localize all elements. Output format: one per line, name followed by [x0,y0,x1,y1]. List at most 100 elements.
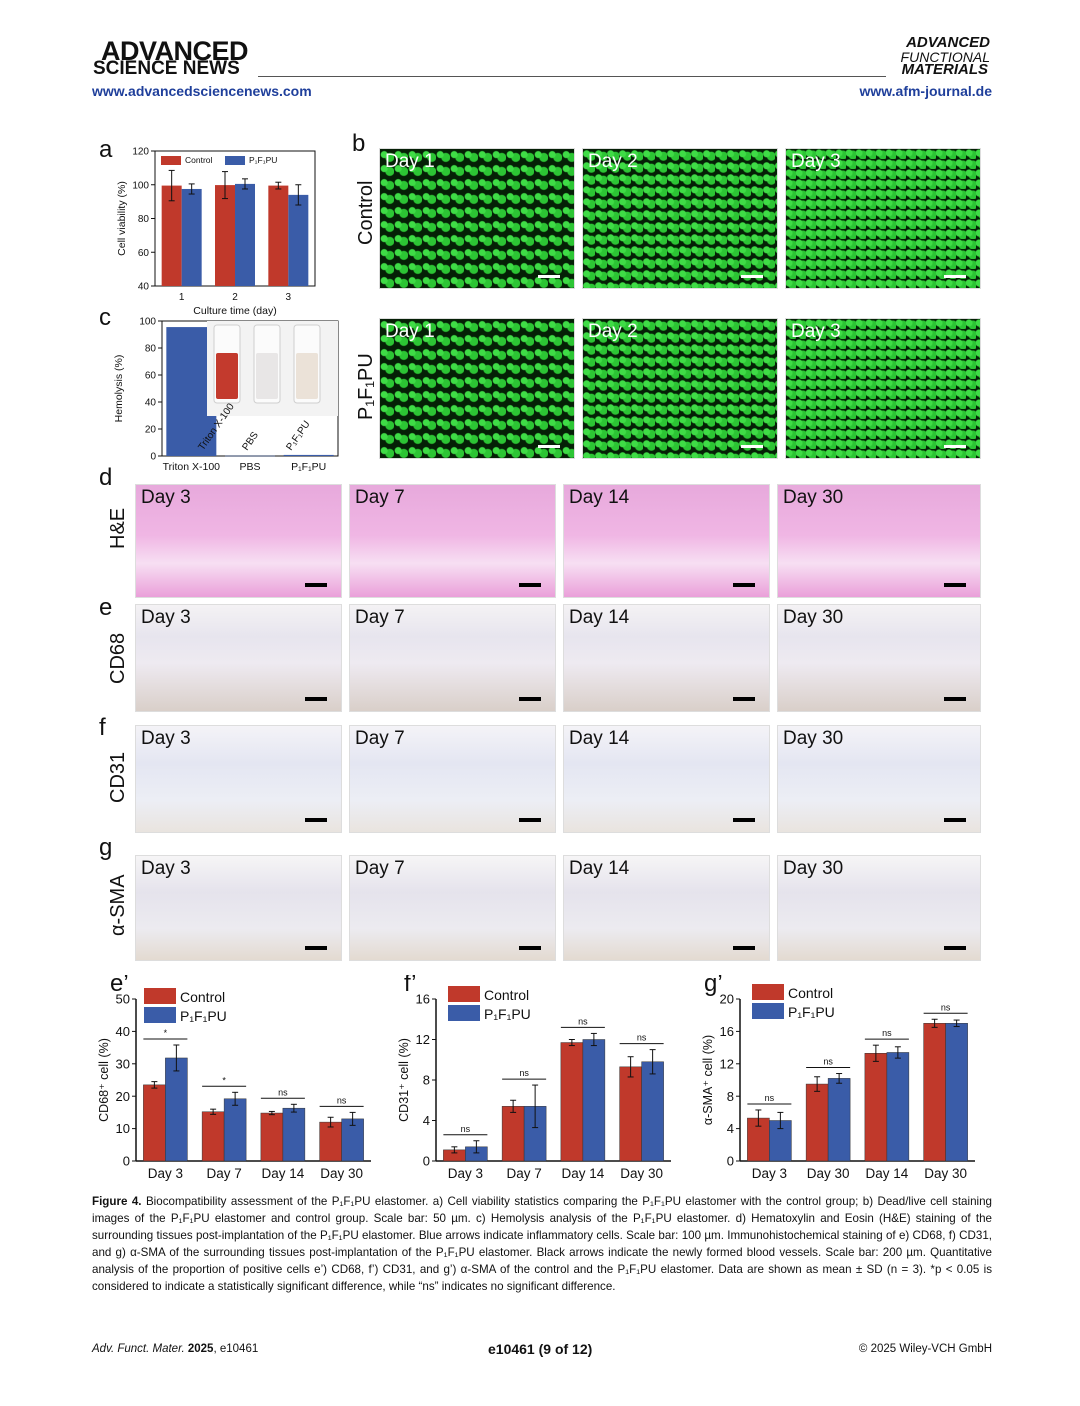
panel-letter-a: a [99,136,113,163]
x-tick-label: Day 30 [620,1166,663,1181]
bar [805,1083,829,1162]
cd31-image: Day 14 [563,725,770,833]
row-label-asma: α-SMA [107,874,129,936]
row-label-cd68: CD68 [107,632,129,684]
significance-label: ns [278,1087,288,1097]
caption-text: Biocompatibility assessment of the P₁F₁P… [92,1195,992,1293]
legend-swatch [448,986,480,1002]
bar [864,1053,888,1162]
footer-citation: Adv. Funct. Mater. 2025, e10461 [92,1343,258,1355]
cd68-image: Day 30 [777,604,981,712]
scale-bar [305,697,327,701]
scale-bar [519,583,541,587]
bar [582,1039,606,1162]
scale-bar [944,946,966,950]
scale-bar [733,697,755,701]
publisher-url[interactable]: www.advancedsciencenews.com [92,83,312,99]
vial-liquid [256,353,278,399]
bar [283,454,334,456]
figure-caption: Figure 4. Biocompatibility assessment of… [92,1193,992,1295]
significance-label: ns [637,1033,647,1043]
image-day-label: Day 30 [783,607,844,628]
y-tick-label: 20 [720,992,734,1007]
scale-bar [944,445,966,448]
scale-bar [944,583,966,587]
legend-label: Control [180,989,225,1005]
inset-label: P₁F₁PU [284,419,312,453]
bar [923,1023,946,1162]
legend-swatch [144,1007,176,1023]
y-tick-label: 30 [116,1056,130,1071]
image-day-label: Day 7 [355,607,405,628]
scale-bar [519,946,541,950]
journal-url[interactable]: www.afm-journal.de [859,83,993,99]
scale-bar [733,946,755,950]
scale-bar [944,697,966,701]
image-day-label: Day 14 [569,858,630,879]
inset-label: PBS [240,430,261,453]
significance-label: * [164,1028,168,1038]
y-tick-label: 50 [116,992,130,1007]
y-tick-label: 10 [116,1121,130,1136]
image-day-label: Day 3 [791,321,841,342]
image-day-label: Day 30 [783,728,844,749]
cd68-image: Day 7 [349,604,556,712]
x-tick-label: Day 14 [261,1166,304,1181]
chart-e2-cd68: 0 10 20 30 40 50 Day 3 * Day 7 * Day 14 ns Day 30 ns C… [97,975,371,1181]
y-tick-label: 4 [727,1121,734,1136]
image-day-label: Day 3 [141,858,191,879]
legend-swatch [752,1003,784,1019]
legend-label: Control [185,155,213,165]
footer-journal: Adv. Funct. Mater. [92,1343,185,1355]
y-axis-label: CD31⁺ cell (%) [397,1038,411,1122]
y-axis-label: Cell viability (%) [116,181,128,256]
x-tick-label: Day 7 [206,1166,241,1181]
image-day-label: Day 3 [141,607,191,628]
y-tick-label: 8 [423,1073,430,1088]
y-tick-label: 100 [132,180,149,191]
y-tick-label: 0 [423,1154,430,1169]
y-tick-label: 80 [145,344,157,355]
significance-label: * [222,1075,226,1085]
bar [501,1106,525,1162]
y-tick-label: 40 [138,282,150,293]
image-day-label: Day 14 [569,607,630,628]
publisher-logo-line1: ADVANCED [101,36,249,66]
scale-bar [733,818,755,822]
header-rule [258,76,886,77]
bar [260,1112,284,1162]
panel-letter-g2: g’ [704,975,723,997]
significance-label: ns [337,1095,347,1105]
caption-label: Figure 4. [92,1195,142,1208]
panel-letter-g: g [99,834,113,861]
scale-bar [538,445,560,448]
image-day-label: Day 7 [355,487,405,508]
y-axis-label: Hemolysis (%) [113,355,125,423]
bar [641,1061,664,1162]
bar [161,185,182,286]
footer-copyright: © 2025 Wiley-VCH GmbH [858,1343,992,1355]
legend-swatch [752,984,784,1000]
image-day-label: Day 14 [569,487,630,508]
he-image: Day 30 [777,484,981,598]
journal-logo-line2: FUNCTIONAL [900,49,990,65]
footer-page: e10461 (9 of 12) [488,1341,593,1357]
scale-bar [741,445,763,448]
cd31-image: Day 3 [135,725,342,833]
bar [225,455,275,457]
x-tick-label: Triton X-100 [163,461,221,473]
y-tick-label: 12 [416,1032,430,1047]
y-tick-label: 20 [145,425,157,436]
y-tick-label: 80 [138,214,150,225]
x-tick-label: Day 30 [924,1166,967,1181]
x-tick-label: Day 14 [561,1166,604,1181]
journal-logo-line3: MATERIALS [901,61,988,78]
x-tick-label: Day 30 [807,1166,850,1181]
row-label-control: Control [355,180,377,245]
asma-image: Day 7 [349,855,556,961]
row-label-he: H&E [107,507,129,549]
legend-swatch [144,988,176,1004]
scale-bar [305,583,327,587]
footer-year: 2025 [187,1343,214,1355]
x-tick-label: 2 [232,292,238,303]
